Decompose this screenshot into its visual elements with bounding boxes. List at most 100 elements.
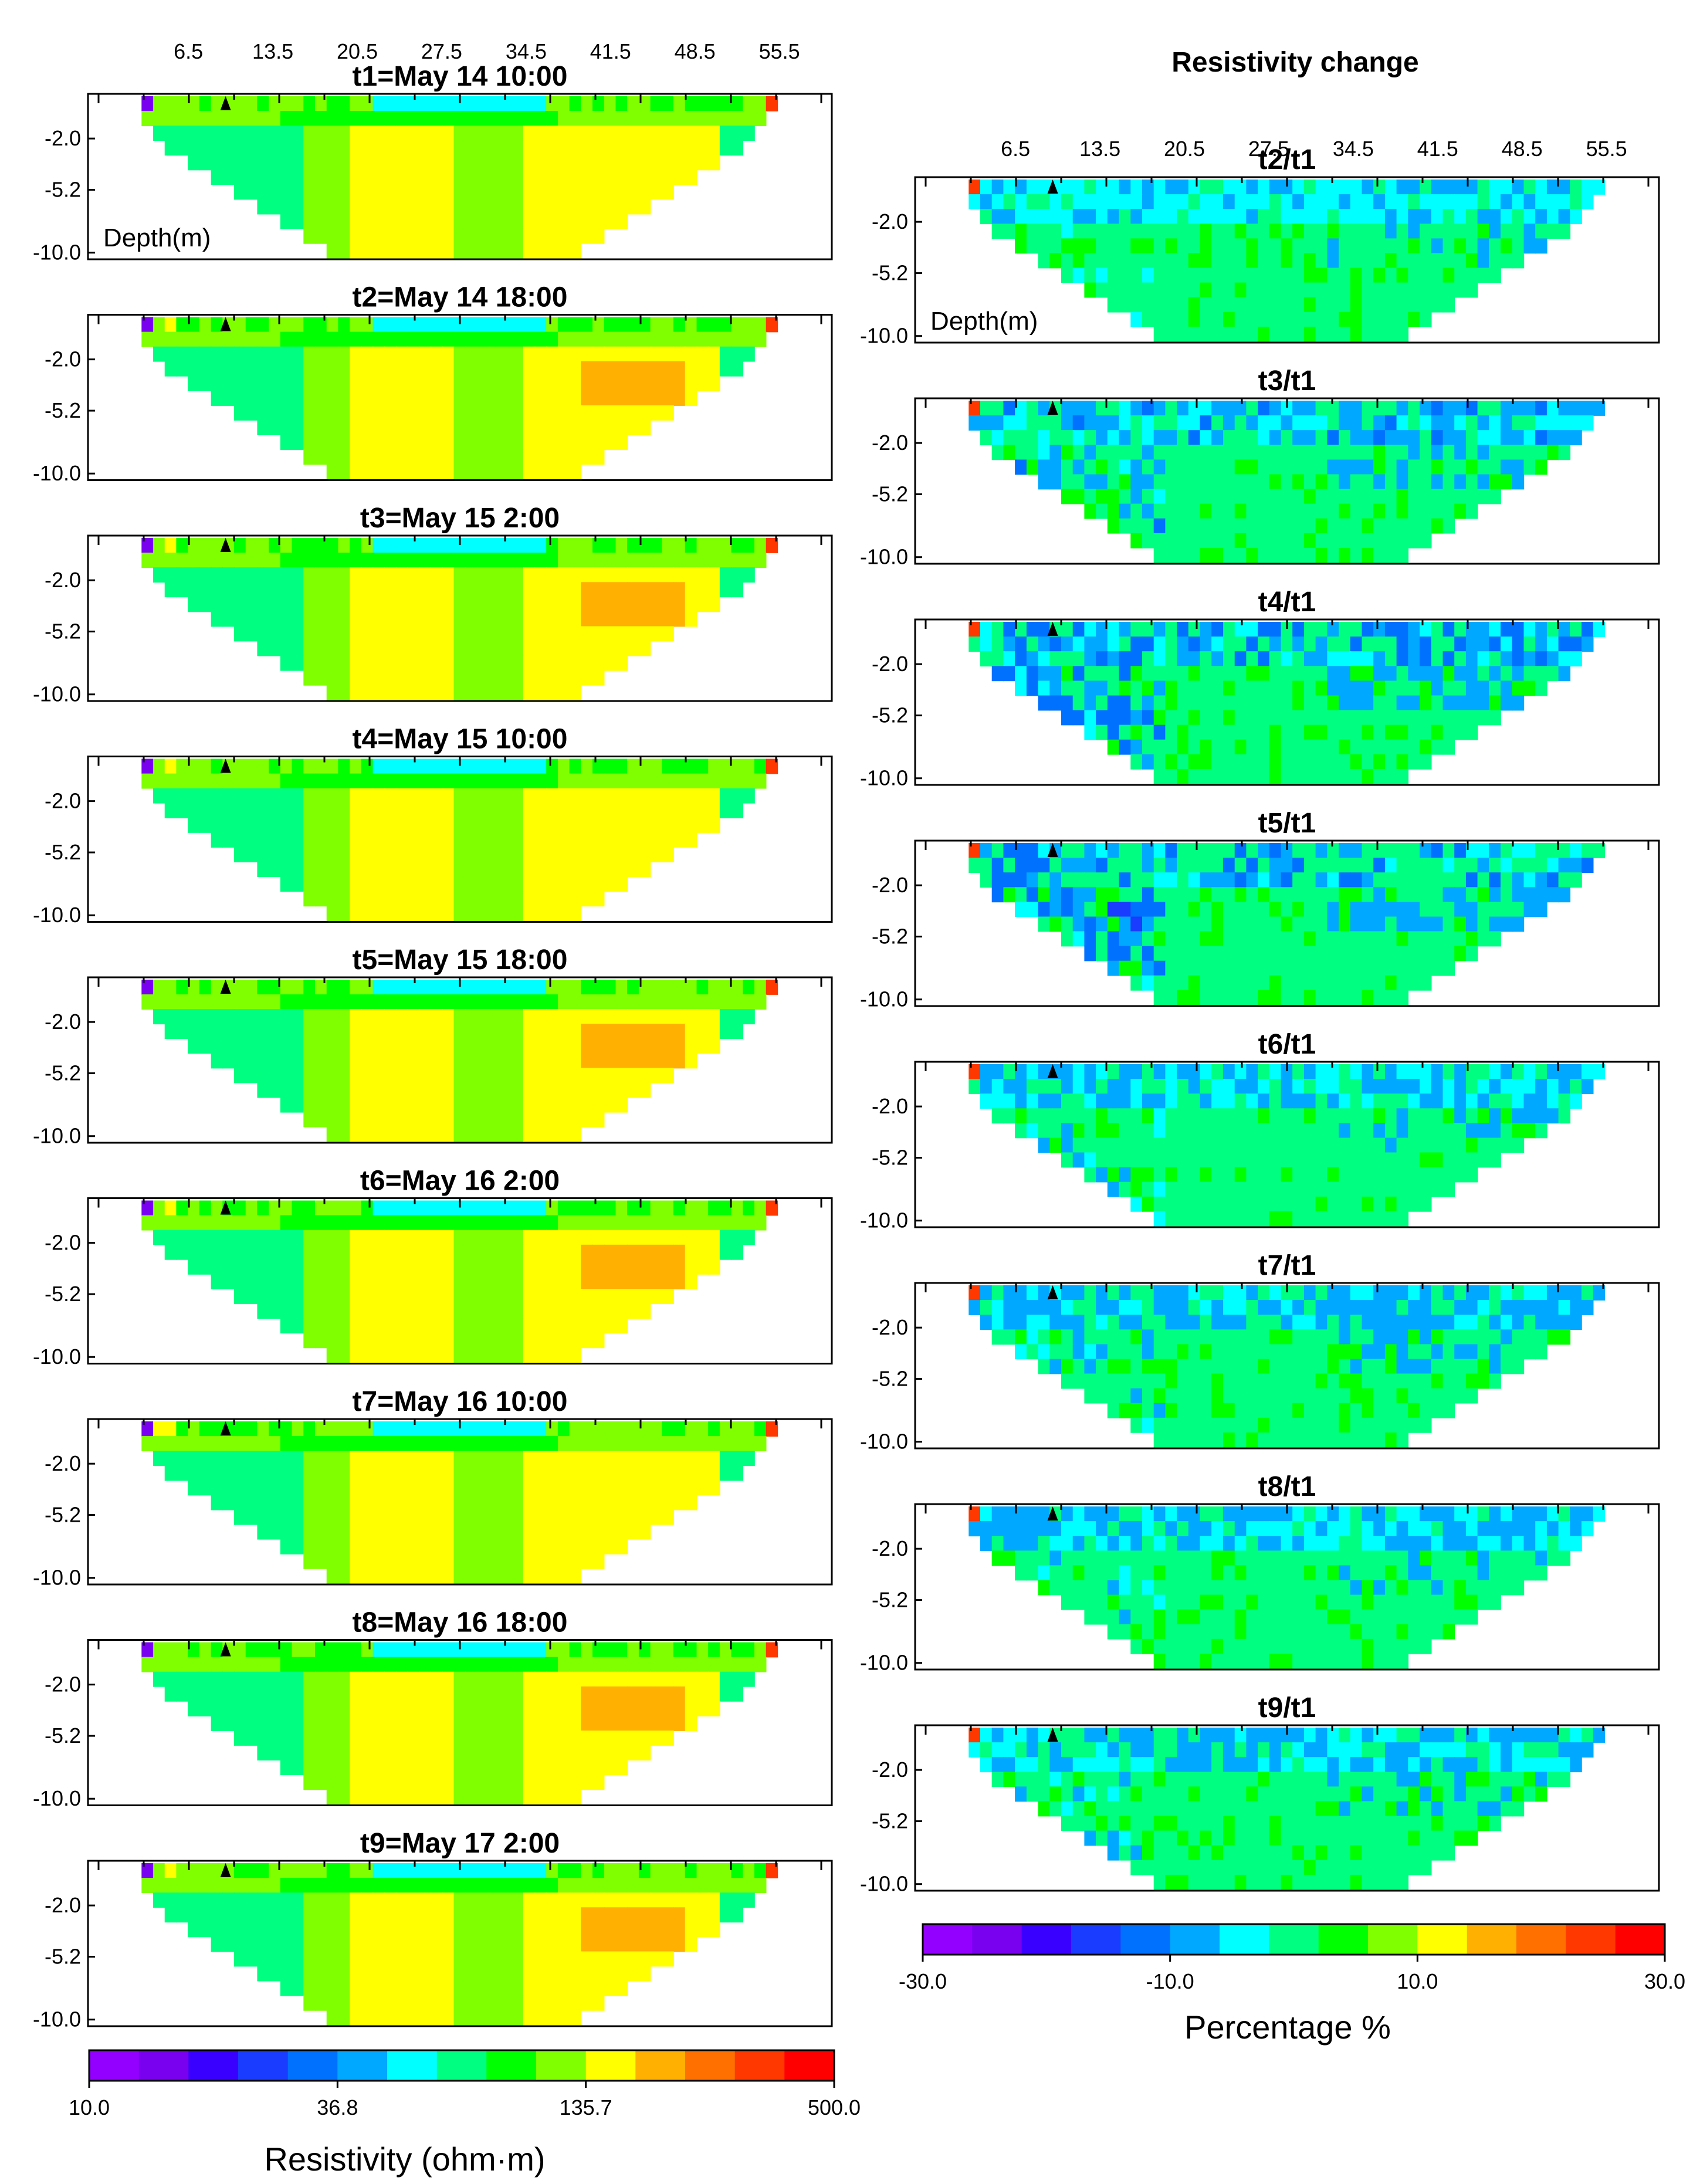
data-cell [500, 788, 512, 804]
data-cell [581, 435, 593, 451]
data-cell [245, 1480, 258, 1496]
data-cell [396, 1274, 408, 1289]
data-cell [453, 1465, 466, 1481]
data-cell [1119, 194, 1131, 209]
data-cell [523, 1347, 536, 1363]
data-cell [188, 111, 200, 126]
data-cell [361, 1524, 374, 1540]
data-cell [743, 317, 755, 333]
data-cell [292, 1053, 304, 1069]
data-cell [431, 2010, 443, 2026]
data-cell [1038, 238, 1051, 254]
data-cell [581, 832, 593, 848]
data-cell [453, 1775, 466, 1790]
data-cell [338, 1745, 350, 1760]
data-cell [431, 1642, 443, 1658]
data-cell [164, 1244, 177, 1260]
data-cell [1396, 297, 1409, 313]
data-cell [685, 1259, 697, 1275]
data-cell [326, 759, 339, 774]
data-cell [1362, 224, 1374, 239]
data-cell [638, 641, 651, 656]
data-cell [1396, 180, 1409, 195]
data-cell [211, 567, 223, 583]
data-cell [222, 1701, 235, 1716]
data-cell [372, 1053, 385, 1069]
data-cell [315, 155, 327, 171]
data-cell [245, 170, 258, 185]
data-cell [1465, 253, 1478, 269]
data-cell [488, 980, 501, 995]
data-cell [292, 759, 304, 774]
data-cell [211, 1480, 223, 1496]
data-cell [1188, 282, 1201, 298]
data-cell [1292, 268, 1305, 283]
data-cell [500, 553, 512, 568]
data-cell [257, 626, 269, 642]
data-cell [615, 553, 628, 568]
data-cell [164, 1451, 177, 1467]
data-cell [396, 1480, 408, 1496]
data-cell [326, 567, 339, 583]
data-cell [396, 773, 408, 789]
data-cell [569, 405, 582, 421]
data-cell [1072, 224, 1085, 239]
data-cell [569, 862, 582, 877]
data-cell [557, 435, 570, 451]
data-cell [465, 391, 478, 406]
data-cell [350, 1274, 362, 1289]
data-cell [615, 375, 628, 391]
data-cell [188, 361, 200, 377]
data-cell [488, 1657, 501, 1672]
data-cell [453, 1097, 466, 1113]
data-cell [604, 847, 617, 862]
data-cell [222, 1657, 235, 1672]
data-cell [419, 464, 431, 480]
data-cell [315, 228, 327, 244]
data-cell [303, 1509, 316, 1525]
data-cell [234, 96, 246, 111]
data-cell [419, 1126, 431, 1142]
data-cell [731, 788, 744, 804]
data-cell [176, 331, 188, 347]
data-cell [569, 876, 582, 892]
data-cell [245, 1863, 258, 1878]
data-cell [476, 1024, 489, 1039]
data-cell [615, 1230, 628, 1245]
data-cell [696, 346, 709, 362]
data-cell [419, 1671, 431, 1687]
data-cell [743, 1436, 755, 1451]
data-cell [500, 1995, 512, 2011]
data-cell [326, 1671, 339, 1687]
data-cell [1454, 430, 1467, 446]
data-cell [581, 1303, 593, 1319]
data-cell [615, 1716, 628, 1731]
data-cell [1269, 415, 1282, 431]
data-cell [523, 1215, 536, 1231]
data-cell [257, 1038, 269, 1054]
data-cell [1211, 445, 1224, 460]
data-cell [326, 1480, 339, 1496]
data-cell [407, 184, 420, 200]
data-cell [569, 1863, 582, 1878]
data-cell [292, 317, 304, 333]
data-cell [1038, 401, 1051, 416]
data-cell [176, 980, 188, 995]
data-cell [431, 1907, 443, 1923]
data-cell [476, 155, 489, 171]
data-cell [650, 1509, 663, 1525]
data-cell [442, 1024, 455, 1039]
data-cell [673, 538, 686, 553]
data-cell [384, 1126, 397, 1142]
data-cell [523, 1863, 536, 1878]
data-cell [1246, 268, 1258, 283]
data-cell [303, 1303, 316, 1319]
data-cell [269, 317, 281, 333]
data-cell [476, 538, 489, 553]
data-cell [396, 1966, 408, 1982]
data-cell [991, 445, 1004, 460]
data-cell [696, 803, 709, 818]
data-cell [708, 1922, 720, 1938]
data-cell [372, 346, 385, 362]
data-cell [1292, 224, 1305, 239]
